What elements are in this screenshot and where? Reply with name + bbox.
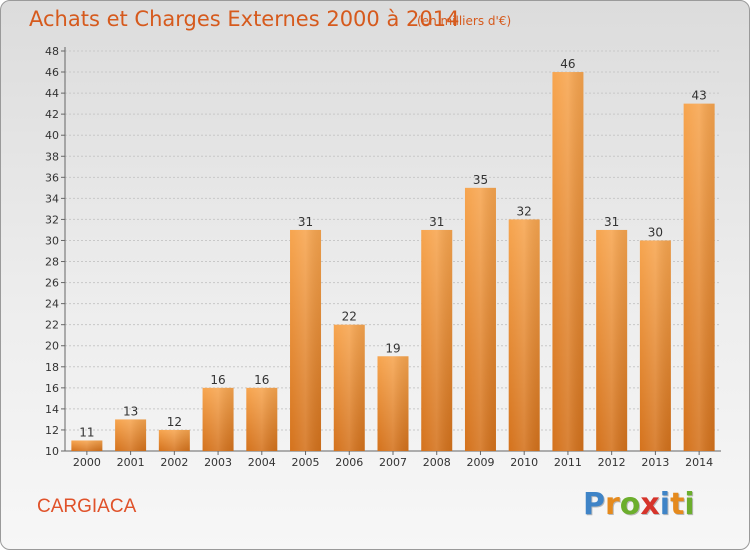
y-tick-label: 38 — [45, 150, 59, 163]
bar-shine — [421, 229, 453, 451]
chart-subtitle: (en milliers d'€) — [417, 14, 512, 28]
x-tick-label: 2004 — [248, 456, 276, 469]
data-label: 43 — [691, 89, 706, 103]
data-label: 22 — [342, 310, 357, 324]
x-tick-label: 2011 — [554, 456, 582, 469]
bars — [71, 72, 715, 451]
x-tick-label: 2009 — [466, 456, 494, 469]
data-label: 32 — [517, 204, 532, 218]
bar-shine — [464, 187, 496, 451]
x-tick-label: 2008 — [423, 456, 451, 469]
x-tick-label: 2001 — [117, 456, 145, 469]
y-tick-label: 42 — [45, 108, 59, 121]
x-tick-label: 2003 — [204, 456, 232, 469]
data-label: 16 — [254, 373, 269, 387]
bar-shine — [246, 387, 278, 451]
bar-shine — [202, 387, 234, 451]
bar-shine — [508, 219, 540, 451]
x-tick-label: 2002 — [160, 456, 188, 469]
proxiti-logo[interactable]: Proxiti — [583, 487, 695, 522]
data-label: 31 — [429, 215, 444, 229]
y-tick-label: 48 — [45, 45, 59, 58]
data-label: 35 — [473, 173, 488, 187]
logo-letter: x — [640, 487, 660, 522]
bar-shine — [596, 229, 628, 451]
data-label: 31 — [604, 215, 619, 229]
y-tick-label: 40 — [45, 129, 59, 142]
logo-letter: i — [659, 487, 671, 522]
data-label: 12 — [167, 415, 182, 429]
logo-letter: i — [684, 487, 695, 522]
y-tick-label: 44 — [45, 87, 59, 100]
data-label: 31 — [298, 215, 313, 229]
logo-letter: P — [583, 487, 605, 522]
y-tick-label: 16 — [45, 382, 59, 395]
x-tick-label: 2005 — [292, 456, 320, 469]
y-tick-label: 30 — [45, 234, 59, 247]
y-tick-label: 18 — [45, 361, 59, 374]
bar-shine — [639, 240, 671, 451]
y-tick-label: 12 — [45, 424, 59, 437]
bar-shine — [683, 103, 715, 451]
x-tick-label: 2013 — [641, 456, 669, 469]
data-label: 46 — [560, 57, 575, 71]
logo-letter: t — [670, 487, 685, 522]
y-tick-label: 26 — [45, 277, 59, 290]
y-tick-label: 14 — [45, 403, 59, 416]
y-tick-label: 46 — [45, 66, 59, 79]
bar-shine — [158, 429, 190, 451]
data-label: 16 — [210, 373, 225, 387]
bar-shine — [333, 324, 365, 451]
bar-shine — [290, 229, 322, 451]
x-tick-label: 2007 — [379, 456, 407, 469]
x-tick-label: 2010 — [510, 456, 538, 469]
bar-shine — [115, 419, 147, 451]
x-tick-label: 2000 — [73, 456, 101, 469]
bar-shine — [377, 356, 409, 451]
x-tick-label: 2014 — [685, 456, 713, 469]
y-tick-label: 36 — [45, 171, 59, 184]
data-labels: 11 13 12 16 16 31 22 19 31 35 32 46 31 30 43 — [79, 57, 707, 439]
logo-letter: r — [605, 487, 620, 522]
commune-name: CARGIACA — [37, 496, 137, 517]
chart-title: Achats et Charges Externes 2000 à 2014 — [29, 7, 460, 31]
bar-shine — [552, 72, 584, 451]
y-tick-label: 34 — [45, 192, 59, 205]
y-tick-label: 20 — [45, 340, 59, 353]
data-label: 13 — [123, 404, 138, 418]
y-tick-label: 24 — [45, 298, 59, 311]
data-label: 11 — [79, 425, 94, 439]
y-tick-label: 22 — [45, 319, 59, 332]
logo-letter: o — [619, 487, 641, 522]
data-label: 30 — [648, 225, 663, 239]
y-tick-label: 28 — [45, 256, 59, 269]
bar-shine — [71, 440, 103, 451]
data-label: 19 — [385, 341, 400, 355]
x-tick-label: 2006 — [335, 456, 363, 469]
y-tick-label: 10 — [45, 445, 59, 458]
x-tick-label: 2012 — [598, 456, 626, 469]
y-tick-label: 32 — [45, 213, 59, 226]
